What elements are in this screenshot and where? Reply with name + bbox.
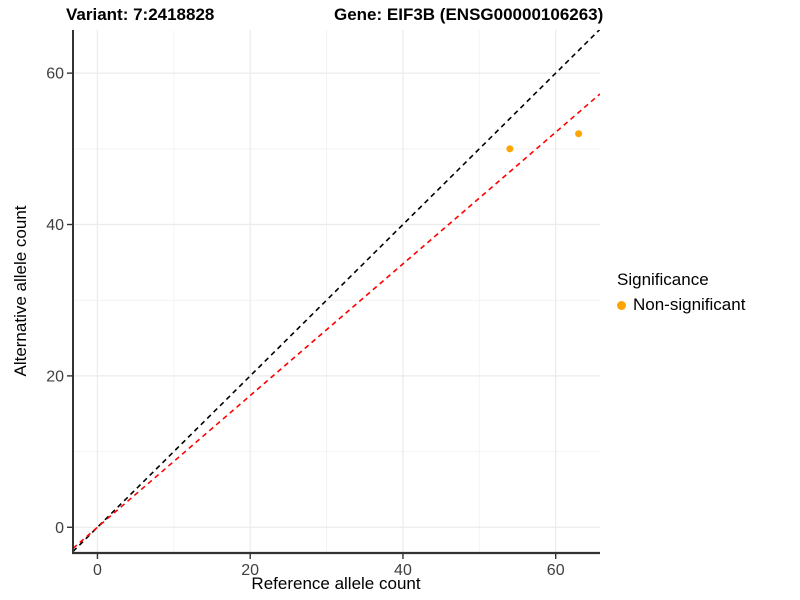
x-tick-label: 0 xyxy=(93,562,102,579)
data-point xyxy=(575,130,583,138)
variant-title: Variant: 7:2418828 xyxy=(66,5,215,24)
x-tick-label: 40 xyxy=(394,562,412,579)
gene-title: Gene: EIF3B (ENSG00000106263) xyxy=(334,5,604,24)
legend-item-label: Non-significant xyxy=(633,295,746,314)
y-tick-label: 20 xyxy=(46,368,64,385)
identity-line xyxy=(73,30,600,553)
data-point xyxy=(506,145,514,153)
y-tick-label: 60 xyxy=(46,66,64,83)
x-axis-title: Reference allele count xyxy=(251,574,421,593)
legend-item: Non-significant xyxy=(617,295,745,315)
y-tick-label: 0 xyxy=(55,520,64,537)
fit-line xyxy=(73,93,600,549)
y-tick-label: 40 xyxy=(46,217,64,234)
x-tick-label: 60 xyxy=(547,562,565,579)
legend-dot-icon xyxy=(617,300,626,310)
y-axis-title: Alternative allele count xyxy=(11,205,30,377)
legend-title: Significance xyxy=(617,270,709,289)
legend: Significance Non-significant xyxy=(617,270,745,315)
x-tick-label: 20 xyxy=(241,562,259,579)
